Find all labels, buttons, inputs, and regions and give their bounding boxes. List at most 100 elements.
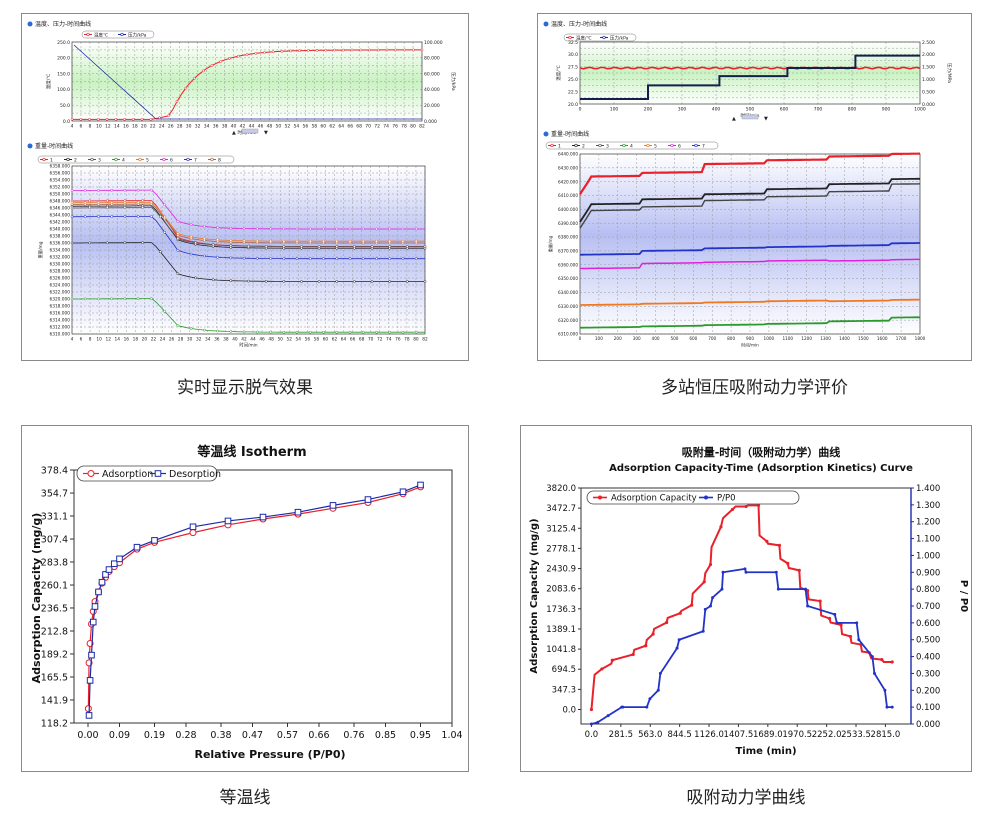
weight-line-1-point xyxy=(150,188,153,192)
legend-marker xyxy=(120,32,124,37)
plot-border xyxy=(579,153,921,335)
pp0-point xyxy=(677,638,681,642)
adsorption-capacity-point xyxy=(678,611,682,615)
bullet-icon xyxy=(27,143,33,149)
bullet-icon xyxy=(543,131,549,137)
x-tick-label: 36 xyxy=(214,336,220,342)
scroll-down-icon: ▼ xyxy=(264,130,268,136)
y2-axis-label: P / P0 xyxy=(958,580,969,612)
weight-line-9-point xyxy=(176,324,180,327)
weight-line-8-point xyxy=(176,272,180,276)
desorption-point xyxy=(105,566,113,573)
adsorption-capacity-point xyxy=(730,507,735,512)
y2-tick-label: 2.000 xyxy=(922,52,935,58)
adsorption-capacity-point xyxy=(744,504,748,509)
weight-line-6-point xyxy=(123,206,127,210)
x-tick-label: 62 xyxy=(329,124,335,130)
y-axis-label: Adsorption Capacity (mg/g) xyxy=(30,513,43,684)
weight-line-8-point xyxy=(123,241,127,245)
weight-line-9-point xyxy=(136,297,140,301)
temperature-line-point xyxy=(271,50,275,54)
x-tick-label: 12 xyxy=(105,336,111,342)
weight-line-6-point xyxy=(370,245,374,248)
y2-tick-label: 0.500 xyxy=(916,636,940,646)
y-tick-label: 6310.000 xyxy=(49,332,70,338)
weight-line-9-point xyxy=(335,330,339,334)
weight-line-5-point xyxy=(282,239,286,243)
weight-line-6-point xyxy=(88,206,92,210)
y-tick-label: 347.3 xyxy=(552,685,576,695)
weight-line-2 xyxy=(579,177,920,223)
weight-line-6-point xyxy=(105,206,109,210)
weight-line-9-point xyxy=(361,330,365,334)
temperature-line-point xyxy=(175,100,179,103)
x-axis-label: Relative Pressure (P/P0) xyxy=(194,748,345,761)
weight-line-8-point xyxy=(388,280,392,283)
y-tick-label: 6420.000 xyxy=(558,179,578,184)
weight-line-8-point xyxy=(423,280,427,283)
weight-line-5-point xyxy=(229,239,233,242)
weight-line-8-point xyxy=(353,280,356,283)
x-tick-label: 76 xyxy=(395,336,401,342)
weight-line-9 xyxy=(72,298,425,333)
x-tick-label: 64 xyxy=(341,336,347,342)
y-tick-label: 6346.000 xyxy=(49,206,70,212)
y2-tick-label: 1.100 xyxy=(916,535,940,545)
x-tick-label: 20 xyxy=(141,124,147,130)
pp0-point xyxy=(870,655,874,659)
weight-line-8-point xyxy=(300,280,303,283)
weight-line-7-point xyxy=(269,257,272,260)
y-axis-label: 重量/mg xyxy=(37,241,44,258)
y-tick-label: 354.7 xyxy=(41,489,68,500)
legend-label: 8 xyxy=(218,158,221,164)
section-title: 温度、压力-时间曲线 xyxy=(35,20,91,28)
desorption-point xyxy=(89,618,97,626)
weight-line-9-point xyxy=(308,330,312,334)
y-tick-label: 6310.000 xyxy=(558,332,578,337)
weight-line-5-point xyxy=(335,239,339,243)
x-tick-label: 66 xyxy=(350,336,356,342)
weight-line-7-point xyxy=(295,257,299,261)
y-tick-label: 30.0 xyxy=(568,52,578,58)
y-tick-label: 3472.7 xyxy=(546,504,576,514)
x-tick-label: 20 xyxy=(142,336,148,342)
weight-line-9-point xyxy=(348,330,352,334)
x-tick-label: 0.76 xyxy=(343,730,364,741)
legend-marker xyxy=(138,157,142,162)
y2-tick-label: 1.000 xyxy=(922,77,935,83)
x-tick-label: 900 xyxy=(746,336,754,341)
weight-line-1-point xyxy=(335,227,339,231)
weight-line-7-point xyxy=(110,215,114,218)
y-tick-label: 50.0 xyxy=(60,103,70,109)
caption-isotherm: 等温线 xyxy=(219,788,271,808)
y-tick-label: 6326.000 xyxy=(49,276,70,282)
weight-line-1-point xyxy=(414,227,418,231)
y-tick-label: 6410.000 xyxy=(558,193,578,198)
y2-tick-label: 1.400 xyxy=(916,484,940,494)
y-tick-label: 1041.8 xyxy=(546,645,576,655)
x-tick-label: 10 xyxy=(96,124,102,130)
y2-axis-label: 压力/MPa xyxy=(946,63,953,83)
temperature-line xyxy=(579,66,921,70)
section-title: 重量-时间曲线 xyxy=(35,142,73,150)
x-tick-label: 300 xyxy=(678,107,687,113)
weight-line-9-point xyxy=(163,309,167,313)
scroll-down-icon: ▼ xyxy=(764,116,768,122)
legend-marker xyxy=(66,157,70,162)
legend-label: Desorption xyxy=(169,469,221,480)
weight-line-5-point xyxy=(150,201,153,204)
adsorption-point xyxy=(189,529,197,537)
pp0-point xyxy=(833,612,837,616)
weight-line-1-point xyxy=(322,227,325,231)
adsorption-capacity-point xyxy=(644,644,648,648)
weight-line-1-point xyxy=(401,227,405,231)
x-tick-label: 300 xyxy=(633,336,641,341)
y-tick-label: 6370.000 xyxy=(558,249,578,254)
temperature-line-point xyxy=(96,118,100,121)
y-tick-label: 0.0 xyxy=(562,706,576,716)
desorption-point xyxy=(88,651,95,659)
weight-line-5-point xyxy=(255,239,259,243)
weight-line-8-point xyxy=(405,280,409,283)
weight-line-5-point xyxy=(322,239,325,243)
